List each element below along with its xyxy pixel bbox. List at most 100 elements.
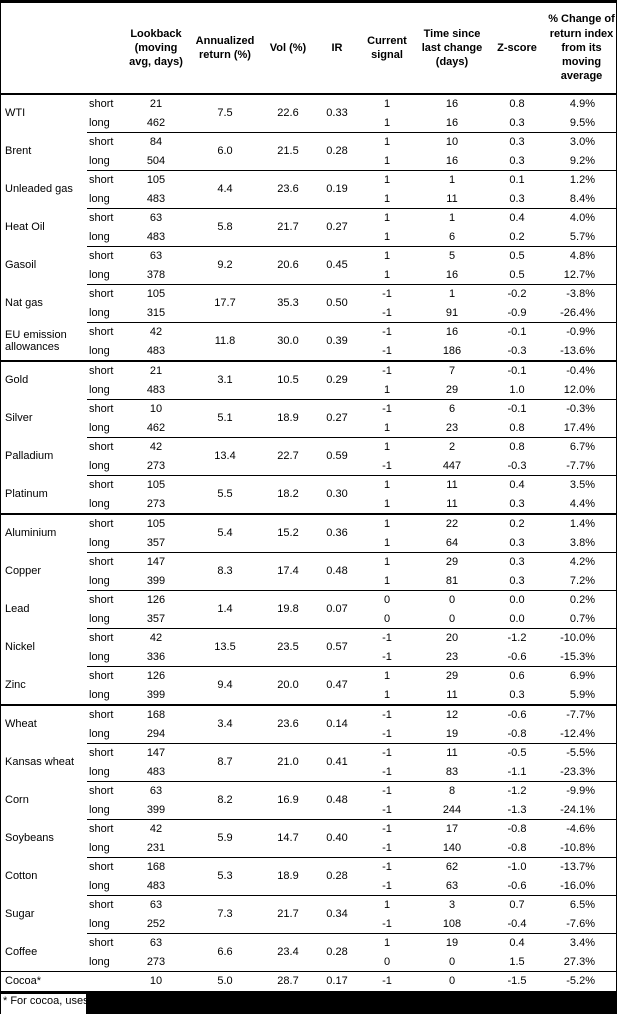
commodity-name: Soybeans (5, 832, 54, 845)
vol-value: 23.5 (259, 628, 317, 667)
time-since-value: 8 (417, 781, 487, 801)
pct-change-value: -7.6% (566, 917, 595, 930)
table-row: long 483 1 6 0.2 5.7% (1, 228, 616, 247)
time-since-value: 108 (442, 917, 462, 930)
pct-change-value: 4.0% (547, 208, 616, 228)
vol-value: 35.3 (259, 284, 317, 323)
pct-change-value: 8.4% (569, 192, 595, 205)
leg-label: short (87, 857, 121, 877)
time-since-value: 22 (417, 513, 487, 534)
ir-value: 0.29 (317, 360, 357, 400)
table-row: Sugar short 63 7.3 21.7 0.34 1 3 0.7 6.5% (1, 895, 616, 934)
lookback-value: 63 (121, 208, 191, 228)
leg-label: short (87, 399, 121, 419)
lookback-value: 483 (146, 192, 166, 205)
leg-label: short (87, 360, 121, 381)
zscore-value: -1.3 (507, 803, 527, 816)
signal-value: -1 (382, 459, 392, 472)
zscore-value: -0.6 (507, 879, 527, 892)
leg-label: long (89, 841, 110, 854)
time-since-value: 11 (446, 192, 458, 205)
leg-label: short (87, 743, 121, 763)
leg-label: short (87, 666, 121, 686)
pct-change-value: 5.9% (569, 688, 595, 701)
leg-label: long (89, 497, 110, 510)
lookback-value: 105 (121, 513, 191, 534)
pct-change-value: -0.3% (547, 399, 616, 419)
column-header-vol: Vol (%) (259, 3, 317, 95)
zscore-value: -1.5 (487, 971, 547, 991)
pct-change-value: 7.2% (569, 574, 595, 587)
zscore-value: -0.6 (487, 704, 547, 725)
ir-value: 0.59 (317, 437, 357, 476)
zscore-value: 0.2 (509, 230, 525, 243)
annualized-return-value: 5.1 (191, 399, 259, 438)
table-row: long 462 1 23 0.8 17.4% (1, 419, 616, 438)
signal-value: 1 (383, 536, 391, 549)
zscore-value: 0.5 (487, 246, 547, 266)
zscore-value: -0.8 (507, 841, 527, 854)
commodity-name: Zinc (5, 678, 26, 691)
leg-label: long (89, 536, 110, 549)
leg-label (87, 971, 121, 991)
signal-value: -1 (357, 399, 417, 419)
vol-value: 21.7 (259, 895, 317, 934)
time-since-value: 62 (417, 857, 487, 877)
table-row: Platinum short 105 5.5 18.2 0.30 1 11 0.4 3.5% (1, 475, 616, 514)
annualized-return-value: 11.8 (191, 322, 259, 361)
annualized-return-value: 8.7 (191, 743, 259, 782)
lookback-value: 483 (146, 383, 166, 396)
zscore-value: -0.5 (487, 743, 547, 763)
lookback-value: 105 (121, 475, 191, 495)
time-since-value: 0 (417, 971, 487, 991)
signal-value: 0 (383, 612, 391, 625)
signal-value: -1 (357, 743, 417, 763)
pct-change-value: -7.7% (547, 704, 616, 725)
lookback-value: 399 (146, 688, 166, 701)
annualized-return-value: 13.5 (191, 628, 259, 667)
zscore-value: 0.3 (509, 497, 525, 510)
signal-value: 1 (357, 208, 417, 228)
signal-value: -1 (382, 306, 392, 319)
pct-change-value: -13.7% (547, 857, 616, 877)
time-since-value: 16 (445, 98, 459, 111)
commodity-name: Cotton (5, 870, 38, 883)
table-row: long 273 1 11 0.3 4.4% (1, 495, 616, 515)
commodity-name: Gasoil (5, 259, 37, 272)
time-since-value: 0 (448, 612, 456, 625)
commodity-name: Lead (5, 603, 30, 616)
lookback-value: 168 (121, 704, 191, 725)
signal-value: 1 (383, 421, 391, 434)
lookback-value: 231 (146, 841, 166, 854)
zscore-value: 0.1 (487, 170, 547, 190)
vol-value: 18.9 (259, 399, 317, 438)
time-since-value: 81 (445, 574, 459, 587)
ir-value: 0.28 (317, 933, 357, 972)
pct-change-value: -12.4% (560, 727, 595, 740)
ir-value: 0.57 (317, 628, 357, 667)
annualized-return-value: 5.5 (191, 475, 259, 514)
ir-value: 0.36 (317, 513, 357, 553)
column-header-ann: Annualized return (%) (191, 3, 259, 95)
leg-label: short (87, 933, 121, 953)
zscore-value: 0.5 (509, 268, 525, 281)
vol-value: 21.7 (259, 208, 317, 247)
leg-label: short (87, 628, 121, 648)
redaction-bar (86, 993, 616, 1014)
commodity-name: Nat gas (5, 297, 43, 310)
lookback-value: 483 (146, 765, 166, 778)
time-since-value: 0 (448, 955, 456, 968)
leg-label: long (89, 116, 110, 129)
lookback-value: 63 (121, 246, 191, 266)
ir-value: 0.50 (317, 284, 357, 323)
annualized-return-value: 3.1 (191, 360, 259, 400)
pct-change-value: -7.7% (566, 459, 595, 472)
pct-change-value: 4.4% (569, 497, 595, 510)
leg-label: long (89, 803, 110, 816)
signal-value: 1 (357, 933, 417, 953)
commodity-name: Brent (5, 145, 32, 158)
vol-value: 30.0 (259, 322, 317, 361)
zscore-value: 0.4 (487, 475, 547, 495)
annualized-return-value: 5.3 (191, 857, 259, 896)
leg-label: long (89, 230, 110, 243)
